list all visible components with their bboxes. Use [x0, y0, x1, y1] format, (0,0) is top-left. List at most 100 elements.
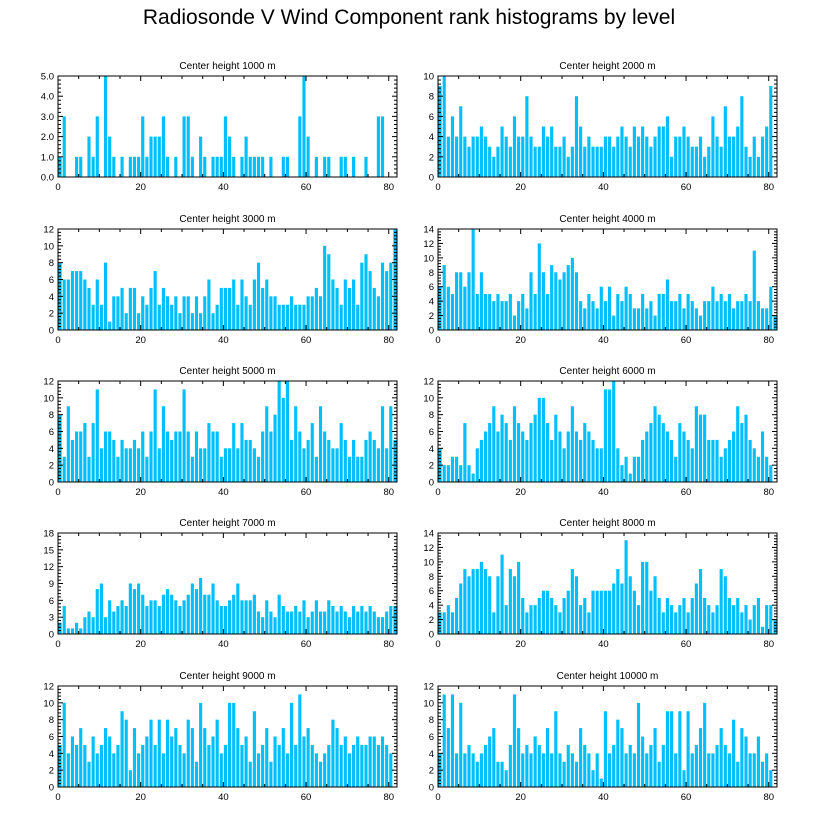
- histogram-bar: [483, 136, 488, 177]
- histogram-bar: [285, 304, 290, 330]
- histogram-bar: [269, 156, 273, 177]
- histogram-bar: [170, 439, 174, 482]
- histogram-bar: [141, 116, 145, 177]
- histogram-bar: [248, 156, 252, 177]
- histogram-bar: [132, 287, 137, 330]
- histogram-bar: [137, 448, 141, 482]
- histogram-bar: [599, 146, 603, 177]
- histogram-bar: [550, 126, 554, 177]
- histogram-bar: [636, 605, 641, 634]
- histogram-bar: [483, 744, 488, 787]
- histogram-bar: [368, 736, 372, 787]
- histogram-bar: [694, 583, 698, 634]
- histogram-bar: [475, 569, 479, 634]
- x-tick-label: 40: [598, 335, 609, 346]
- y-tick-label: 12: [423, 543, 434, 554]
- x-tick-label: 20: [135, 335, 146, 346]
- histogram-bar: [79, 156, 83, 177]
- histogram-bar: [145, 156, 149, 177]
- histogram-bar: [223, 448, 227, 482]
- histogram-bar: [562, 272, 566, 330]
- histogram-bar: [281, 156, 285, 177]
- histogram-bar: [455, 272, 459, 330]
- histogram-bar: [492, 156, 496, 177]
- histogram-bar: [285, 611, 290, 634]
- histogram-bar: [380, 116, 385, 177]
- histogram-bar: [636, 456, 641, 482]
- x-tick-label: 20: [135, 639, 146, 650]
- histogram-bar: [562, 597, 566, 634]
- histogram-bar: [161, 116, 165, 177]
- histogram-bar: [120, 287, 124, 330]
- histogram-bar: [545, 590, 550, 634]
- x-tick-label: 20: [135, 487, 146, 498]
- histogram-bar: [508, 146, 512, 177]
- x-tick-label: 60: [681, 335, 692, 346]
- histogram-bar: [128, 770, 132, 787]
- histogram-bar: [389, 406, 393, 482]
- histogram-bar: [335, 611, 339, 634]
- x-tick-label: 60: [301, 182, 312, 193]
- histogram-bar: [269, 296, 273, 330]
- histogram-bar: [203, 594, 207, 634]
- histogram-bar: [186, 116, 190, 177]
- histogram-bar: [670, 439, 674, 482]
- histogram-bar: [736, 301, 740, 330]
- x-tick-label: 40: [598, 639, 609, 650]
- histogram-bar: [678, 136, 682, 177]
- histogram-bar: [645, 136, 649, 177]
- histogram-bar: [294, 406, 298, 482]
- histogram-bar: [690, 301, 694, 330]
- histogram-bar: [459, 583, 463, 634]
- histogram-bar: [479, 561, 483, 634]
- histogram-bar: [190, 313, 194, 330]
- histogram-bar: [492, 728, 496, 787]
- histogram-bar: [236, 304, 240, 330]
- histogram-bar: [219, 605, 223, 634]
- histogram-bar: [624, 753, 628, 787]
- histogram-bar: [207, 594, 211, 634]
- histogram-bar: [636, 308, 641, 330]
- histogram-bar: [574, 576, 579, 634]
- histogram-bar: [194, 589, 199, 634]
- histogram-bar: [302, 76, 306, 177]
- histogram-bar: [727, 439, 732, 482]
- histogram-bar: [715, 744, 719, 787]
- histogram-bar: [116, 744, 120, 787]
- histogram-bar: [545, 728, 550, 787]
- histogram-bar: [645, 561, 649, 634]
- histogram-bar: [190, 156, 194, 177]
- histogram-bar: [120, 600, 124, 634]
- histogram-bar: [550, 597, 554, 634]
- histogram-bar: [252, 156, 256, 177]
- histogram-bar: [306, 728, 310, 787]
- y-tick-label: 0: [49, 630, 54, 641]
- histogram-bar: [459, 702, 463, 787]
- histogram-bar: [281, 304, 285, 330]
- histogram-bar: [372, 736, 376, 787]
- histogram-bar: [616, 719, 620, 787]
- histogram-bar: [533, 293, 537, 330]
- histogram-bar: [583, 423, 587, 482]
- histogram-bar: [446, 728, 450, 787]
- histogram-bar: [294, 744, 298, 787]
- histogram-bar: [455, 136, 459, 177]
- histogram-bar: [323, 611, 327, 634]
- histogram-bar: [389, 262, 393, 330]
- histogram-bar: [58, 744, 62, 787]
- histogram-bar: [732, 605, 736, 634]
- histogram-bar: [636, 136, 641, 177]
- histogram-bar: [756, 456, 760, 482]
- histogram-bar: [91, 423, 95, 482]
- histogram-bar: [488, 423, 492, 482]
- histogram-panel: Center height 7000 m 0 20 40 60 80 0 3 6 9 12 15 18: [43, 518, 398, 650]
- histogram-bar: [343, 156, 347, 177]
- histogram-bar: [343, 439, 347, 482]
- histogram-bar: [620, 465, 624, 482]
- histogram-bar: [79, 431, 83, 482]
- histogram-bar: [335, 448, 339, 482]
- histogram-bar: [632, 126, 636, 177]
- histogram-bar: [228, 136, 232, 177]
- histogram-bar: [170, 304, 174, 330]
- histogram-bar: [740, 612, 744, 634]
